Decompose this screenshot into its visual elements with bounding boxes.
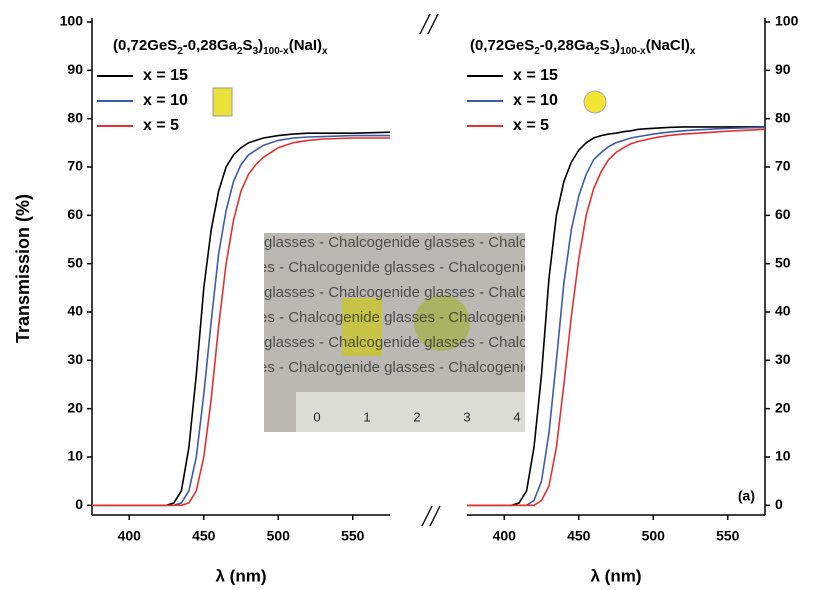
legend-label: x = 5 (513, 117, 549, 134)
y-tick-label: 80 (775, 109, 791, 125)
x-tick-label: 400 (493, 528, 517, 544)
photo-text: glasses - Chalcogenide glasses - Chalcog… (224, 359, 540, 376)
y-tick-label: 90 (67, 61, 83, 77)
x-axis-label: λ (nm) (591, 566, 642, 585)
yellow-sample (342, 298, 382, 356)
x-tick-label: 450 (567, 528, 591, 544)
title-part: ) (615, 37, 620, 54)
title-part: -0,28Ga (540, 37, 595, 54)
title-subscript: 2 (594, 46, 600, 57)
title-part: S (600, 37, 610, 54)
data-line (467, 128, 766, 507)
x-axis-label: λ (nm) (216, 566, 267, 585)
data-line (92, 137, 390, 507)
y-tick-label: 20 (67, 399, 83, 415)
title-subscript: 100-x (620, 46, 646, 57)
legend-label: x = 5 (143, 117, 179, 134)
panel-title: (0,72GeS2-0,28Ga2S3)100-x(NaCl)x (470, 37, 696, 57)
y-tick-label: 10 (67, 448, 83, 464)
legend-icon-square (212, 87, 233, 117)
y-tick-label: 100 (60, 13, 84, 29)
ruler-label: 4 (513, 409, 520, 424)
green-sample (414, 295, 470, 351)
title-subscript: x (690, 46, 696, 57)
y-axis-label: Transmission (%) (13, 194, 33, 343)
x-tick-label: 550 (341, 528, 365, 544)
y-tick-label: 0 (75, 496, 83, 512)
y-tick-label: 0 (775, 496, 783, 512)
title-part: (0,72GeS (113, 37, 177, 54)
legend-label: x = 15 (513, 67, 558, 84)
y-tick-label: 80 (67, 109, 83, 125)
title-subscript: 2 (237, 46, 243, 57)
ruler (296, 392, 525, 432)
panel-title: (0,72GeS2-0,28Ga2S3)100-x(NaI)x (113, 37, 328, 57)
title-subscript: 2 (177, 46, 183, 57)
ruler-label: 3 (463, 409, 470, 424)
title-part: -0,28Ga (183, 37, 238, 54)
y-tick-label: 50 (775, 254, 791, 270)
y-tick-label: 20 (775, 399, 791, 415)
y-tick-label: 70 (67, 158, 83, 174)
y-tick-label: 10 (775, 448, 791, 464)
photo-inset: glasses - Chalcogenide glasses - Chalcog… (224, 233, 580, 432)
ruler-label: 1 (363, 409, 370, 424)
title-subscript: 2 (534, 46, 540, 57)
y-tick-label: 60 (67, 206, 83, 222)
legend-label: x = 10 (513, 92, 558, 109)
x-tick-label: 400 (118, 528, 142, 544)
y-tick-label: 100 (775, 13, 799, 29)
title-part: ) (258, 37, 263, 54)
legend-label: x = 15 (143, 67, 188, 84)
x-tick-label: 550 (716, 528, 740, 544)
y-tick-label: 90 (775, 61, 791, 77)
ruler-label: 0 (313, 409, 320, 424)
x-tick-label: 500 (267, 528, 291, 544)
title-subscript: x (322, 46, 328, 57)
photo-text: glasses - Chalcogenide glasses - Chalcog… (264, 334, 580, 351)
title-subscript: 3 (610, 46, 616, 57)
ruler-label: 2 (413, 409, 420, 424)
photo-text: glasses - Chalcogenide glasses - Chalcog… (264, 284, 580, 301)
annotation: (a) (738, 488, 755, 504)
title-part: S (243, 37, 253, 54)
data-line (467, 126, 765, 507)
y-tick-label: 60 (775, 206, 791, 222)
y-tick-label: 40 (775, 303, 791, 319)
y-tick-label: 50 (67, 254, 83, 270)
x-tick-label: 500 (642, 528, 666, 544)
y-tick-label: 70 (775, 158, 791, 174)
title-subscript: 100-x (263, 46, 289, 57)
title-part: (NaI) (289, 37, 322, 54)
photo-text: glasses - Chalcogenide glasses - Chalcog… (264, 234, 580, 251)
title-subscript: 3 (253, 46, 259, 57)
legend-label: x = 10 (143, 92, 188, 109)
x-tick-label: 450 (192, 528, 216, 544)
axis-breaks (419, 13, 441, 527)
photo-text: glasses - Chalcogenide glasses - Chalcog… (224, 309, 540, 326)
y-tick-label: 30 (67, 351, 83, 367)
title-part: (NaCl) (646, 37, 690, 54)
title-part: (0,72GeS (470, 37, 534, 54)
y-tick-label: 40 (67, 303, 83, 319)
legend-icon-circle (583, 90, 607, 114)
photo-text: glasses - Chalcogenide glasses - Chalcog… (224, 259, 540, 276)
y-tick-label: 30 (775, 351, 791, 367)
